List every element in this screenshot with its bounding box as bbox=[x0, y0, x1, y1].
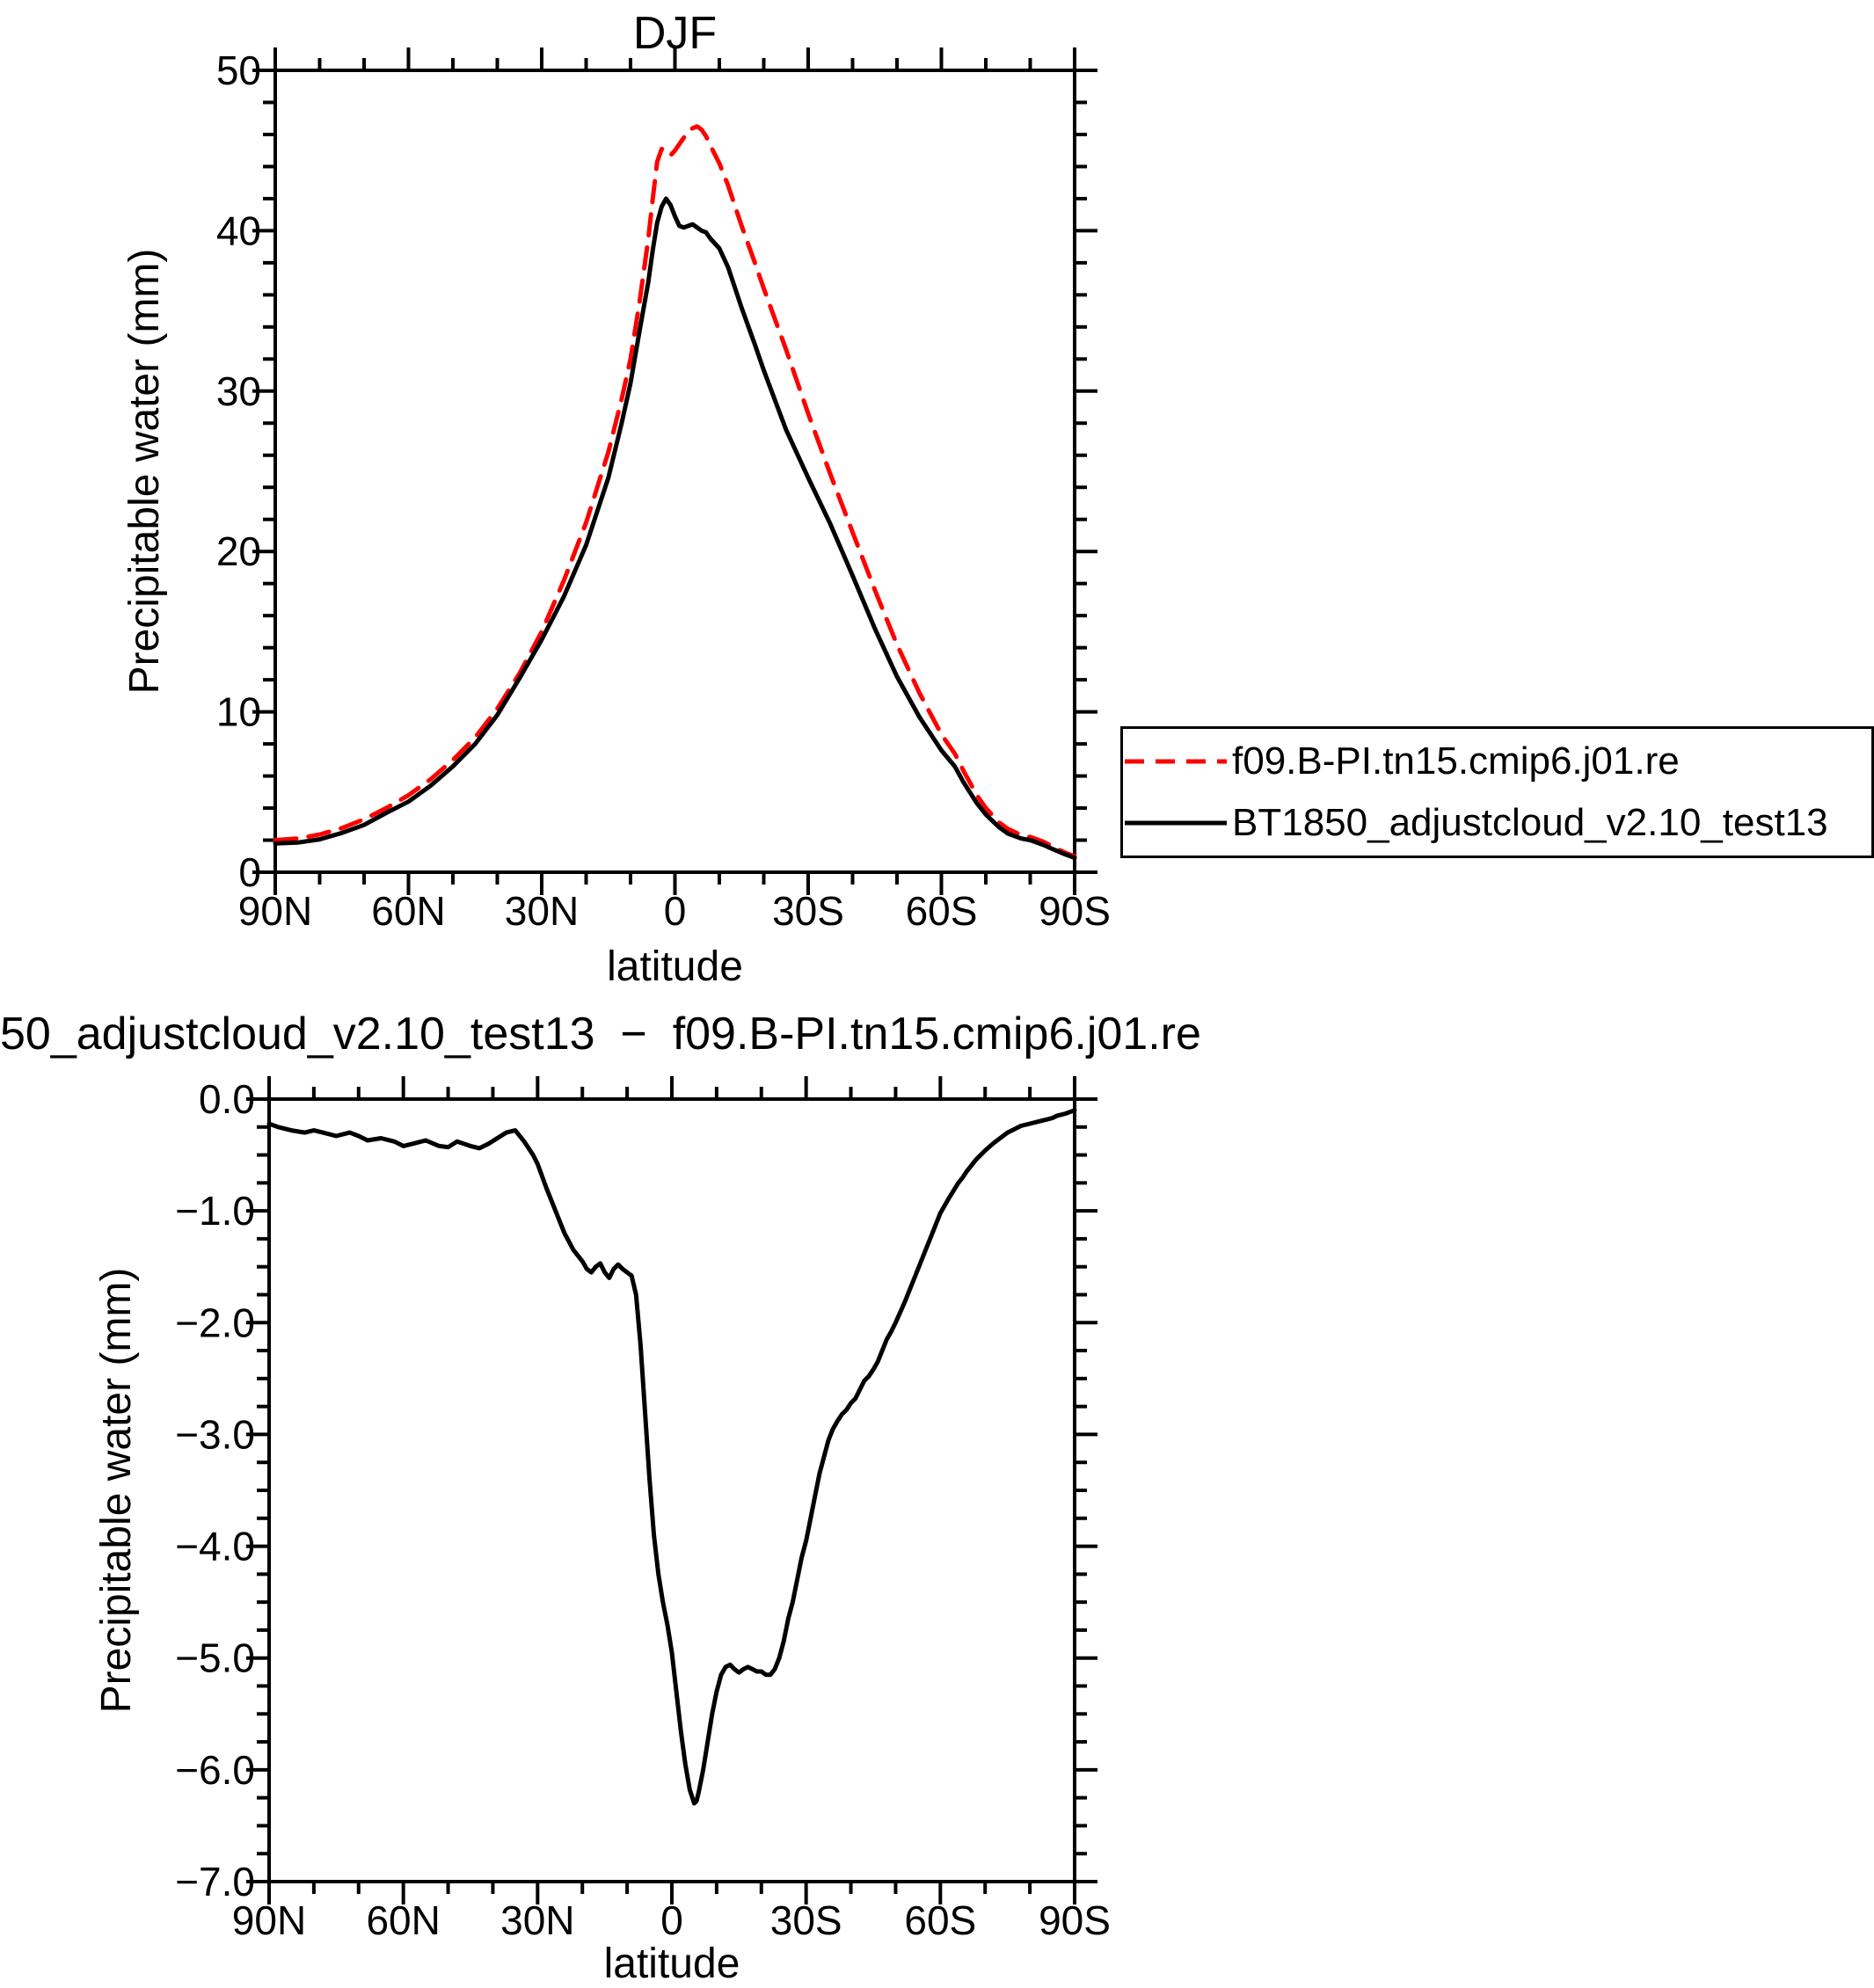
legend: f09.B-PI.tn15.cmip6.j01.re BT1850_adjust… bbox=[1120, 726, 1874, 858]
y-tick-label: −2.0 bbox=[175, 1300, 255, 1345]
legend-entry-bt1850: BT1850_adjustcloud_v2.10_test13 bbox=[1125, 801, 1871, 845]
y-tick-label: −6.0 bbox=[175, 1747, 255, 1793]
y-tick-label: 20 bbox=[216, 528, 261, 574]
y-tick-label: 0.0 bbox=[199, 1076, 255, 1122]
y-tick-label: 0 bbox=[238, 849, 261, 895]
x-tick-label: 60S bbox=[904, 1897, 976, 1943]
y-tick-label: 30 bbox=[216, 368, 261, 414]
top-chart-title: DJF bbox=[632, 8, 718, 59]
bottom-chart-title: 50_adjustcloud_v2.10_test13 − f09.B-PI.t… bbox=[0, 1009, 1201, 1060]
series-solid-black bbox=[273, 196, 1077, 861]
chart-top-djf: 90N 60N 30N 0 30S 60S 90S 0 10 20 30 40 50 bbox=[216, 47, 1111, 934]
x-tick-label: 0 bbox=[660, 1897, 683, 1943]
legend-line-solid-icon bbox=[1125, 820, 1227, 826]
legend-label-bt1850: BT1850_adjustcloud_v2.10_test13 bbox=[1232, 801, 1828, 844]
bottom-y-axis-label: Precipitable water (mm) bbox=[93, 1267, 140, 1714]
y-tick-label: 10 bbox=[216, 689, 261, 735]
y-tick-label: −1.0 bbox=[175, 1188, 255, 1234]
chart-bottom-difference: 90N 60N 30N 0 30S 60S 90S 0.0 −1.0 −2.0 −3.0 −4.0 −5… bbox=[175, 1076, 1111, 1943]
y-tick-label: −4.0 bbox=[175, 1524, 255, 1569]
x-tick-label: 30N bbox=[500, 1897, 574, 1943]
y-tick-label: −7.0 bbox=[175, 1859, 255, 1904]
plot-frame bbox=[267, 1097, 1076, 1883]
x-tick-label: 90S bbox=[1039, 888, 1111, 934]
x-tick-label: 30S bbox=[770, 1897, 842, 1943]
x-tick-label: 90S bbox=[1039, 1897, 1111, 1943]
y-tick-label: 40 bbox=[216, 208, 261, 253]
y-tick-label: −5.0 bbox=[175, 1635, 255, 1681]
legend-label-f09: f09.B-PI.tn15.cmip6.j01.re bbox=[1232, 739, 1680, 783]
series-dashed-red bbox=[273, 124, 1077, 859]
top-y-axis-label: Precipitable water (mm) bbox=[121, 248, 168, 695]
series-solid-black bbox=[266, 1108, 1077, 1806]
x-tick-label: 60N bbox=[366, 1897, 440, 1943]
legend-line-dashed-icon bbox=[1125, 759, 1227, 764]
y-tick-label: 50 bbox=[216, 47, 261, 93]
x-tick-label: 60S bbox=[906, 888, 978, 934]
y-tick-label: −3.0 bbox=[175, 1411, 255, 1457]
x-tick-label: 0 bbox=[664, 888, 687, 934]
legend-entry-f09: f09.B-PI.tn15.cmip6.j01.re bbox=[1125, 739, 1871, 783]
x-tick-label: 30N bbox=[505, 888, 579, 934]
bottom-x-axis-label: latitude bbox=[603, 1941, 740, 1987]
x-tick-label: 60N bbox=[371, 888, 445, 934]
x-tick-label: 30S bbox=[772, 888, 844, 934]
x-tick-label: 90N bbox=[232, 1897, 306, 1943]
top-x-axis-label: latitude bbox=[607, 943, 743, 990]
x-tick-label: 90N bbox=[238, 888, 312, 934]
